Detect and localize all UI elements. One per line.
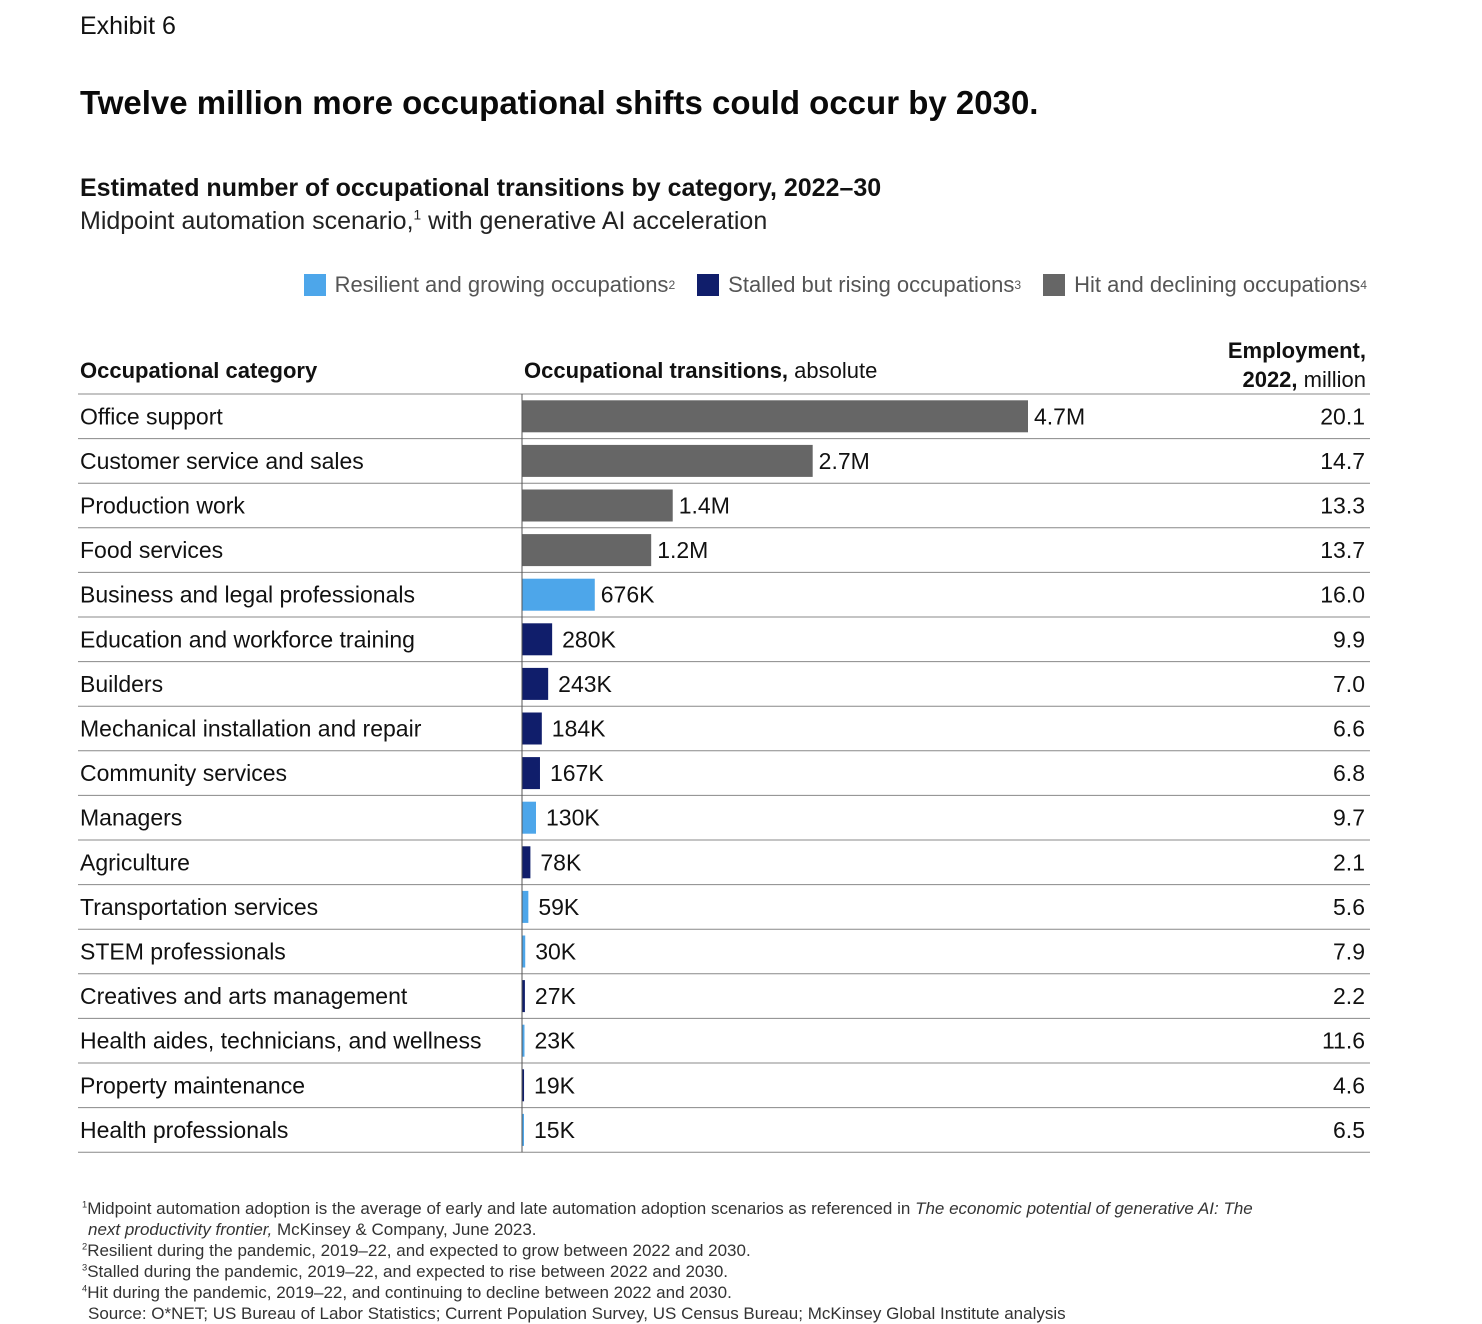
employment-value: 14.7 xyxy=(1320,448,1365,474)
category-label: Property maintenance xyxy=(80,1072,305,1098)
bar-value-label: 1.2M xyxy=(657,537,708,563)
bar xyxy=(522,534,652,567)
bar xyxy=(522,980,525,1013)
bar-value-label: 78K xyxy=(540,849,582,875)
bar-value-label: 30K xyxy=(535,939,577,965)
category-label: Health professionals xyxy=(80,1117,288,1143)
bar xyxy=(522,1024,525,1057)
source-note: Source: O*NET; US Bureau of Labor Statis… xyxy=(88,1304,1066,1323)
category-label: Transportation services xyxy=(80,894,318,920)
chart-scenario-note: Midpoint automation scenario,1 with gene… xyxy=(80,207,767,236)
employment-value: 9.9 xyxy=(1333,626,1365,652)
employment-value: 2.1 xyxy=(1333,849,1365,875)
chart-title: Twelve million more occupational shifts … xyxy=(80,84,1039,121)
bar xyxy=(522,801,536,834)
employment-value: 6.8 xyxy=(1333,760,1365,786)
bar-value-label: 184K xyxy=(552,716,606,742)
employment-value: 13.3 xyxy=(1320,493,1365,519)
footnote-1: 1Midpoint automation adoption is the ave… xyxy=(82,1199,1253,1218)
legend-swatch-resilient xyxy=(303,274,326,296)
bar-value-label: 4.7M xyxy=(1034,403,1085,429)
footnote-4: 4Hit during the pandemic, 2019–22, and c… xyxy=(82,1283,732,1302)
scenario-text: Midpoint automation scenario, xyxy=(80,207,414,235)
category-label: Education and workforce training xyxy=(80,626,415,652)
bar-value-label: 27K xyxy=(535,983,577,1009)
employment-value: 2.2 xyxy=(1333,983,1365,1009)
employment-value: 6.5 xyxy=(1333,1117,1365,1143)
category-label: Business and legal professionals xyxy=(80,582,415,608)
footnotes: 1Midpoint automation adoption is the ave… xyxy=(82,1198,1342,1324)
legend-label: Resilient and growing occupations xyxy=(334,272,669,297)
bar xyxy=(522,623,553,656)
scenario-footnote-ref: 1 xyxy=(413,207,422,223)
category-label: STEM professionals xyxy=(80,939,286,965)
legend: Resilient and growing occupations 2 Stall… xyxy=(282,272,1367,298)
bar-value-label: 280K xyxy=(562,626,616,652)
employment-value: 11.6 xyxy=(1322,1028,1365,1054)
bar xyxy=(522,489,673,522)
bar-value-label: 1.4M xyxy=(679,493,730,519)
bar-value-label: 19K xyxy=(534,1072,576,1098)
category-label: Production work xyxy=(80,493,245,519)
category-label: Health aides, technicians, and wellness xyxy=(80,1028,481,1054)
employment-value: 7.0 xyxy=(1333,671,1365,697)
footnote-1-cont: next productivity frontier, McKinsey & C… xyxy=(88,1220,537,1239)
category-label: Customer service and sales xyxy=(80,448,364,474)
bar xyxy=(522,935,526,968)
scenario-text-rest: with generative AI acceleration xyxy=(421,207,768,235)
bar xyxy=(522,712,542,745)
column-header-transitions: Occupational transitions, absolute xyxy=(524,358,878,383)
legend-label: Stalled but rising occupations xyxy=(728,272,1015,297)
employment-value: 6.6 xyxy=(1333,716,1365,742)
bar xyxy=(522,578,595,611)
legend-swatch-hit xyxy=(1043,274,1066,296)
employment-value: 9.7 xyxy=(1333,805,1365,831)
employment-value: 13.7 xyxy=(1320,537,1365,563)
category-label: Community services xyxy=(80,760,287,786)
bar xyxy=(522,400,1028,433)
bar xyxy=(522,1069,525,1102)
category-label: Agriculture xyxy=(80,849,190,875)
legend-swatch-stalled xyxy=(697,274,720,296)
bar-value-label: 676K xyxy=(601,582,655,608)
footnote-3: 3Stalled during the pandemic, 2019–22, a… xyxy=(82,1262,729,1281)
chart-subtitle: Estimated number of occupational transit… xyxy=(80,174,882,202)
category-label: Office support xyxy=(80,403,223,429)
bar xyxy=(522,667,549,700)
bar xyxy=(522,757,540,790)
bar-value-label: 167K xyxy=(550,760,604,786)
employment-value: 4.6 xyxy=(1333,1072,1365,1098)
category-label: Creatives and arts management xyxy=(80,983,408,1009)
employment-value: 7.9 xyxy=(1333,939,1365,965)
category-label: Mechanical installation and repair xyxy=(80,716,422,742)
footnote-2: 2Resilient during the pandemic, 2019–22,… xyxy=(82,1241,751,1260)
bar-value-label: 23K xyxy=(534,1028,576,1054)
category-label: Managers xyxy=(80,805,182,831)
column-header-category: Occupational category xyxy=(80,358,318,383)
exhibit-label: Exhibit 6 xyxy=(80,12,176,40)
legend-item-stalled: Stalled but rising occupations 3 xyxy=(697,272,1021,298)
legend-label: Hit and declining occupations xyxy=(1074,272,1361,297)
column-header-employment: Employment, 2022, million xyxy=(1227,338,1366,392)
bar-value-label: 59K xyxy=(538,894,580,920)
bar-value-label: 243K xyxy=(558,671,612,697)
employment-value: 20.1 xyxy=(1320,403,1365,429)
category-label: Builders xyxy=(80,671,163,697)
legend-item-resilient: Resilient and growing occupations 2 xyxy=(303,272,675,298)
bar xyxy=(522,846,531,879)
bar-value-label: 15K xyxy=(534,1117,576,1143)
bar xyxy=(522,444,813,477)
legend-item-hit: Hit and declining occupations 4 xyxy=(1043,272,1367,298)
bar xyxy=(522,890,529,923)
bar xyxy=(522,1113,524,1146)
employment-value: 5.6 xyxy=(1333,894,1365,920)
category-label: Food services xyxy=(80,537,223,563)
bar-value-label: 130K xyxy=(546,805,600,831)
bar-value-label: 2.7M xyxy=(819,448,870,474)
employment-value: 16.0 xyxy=(1320,582,1365,608)
